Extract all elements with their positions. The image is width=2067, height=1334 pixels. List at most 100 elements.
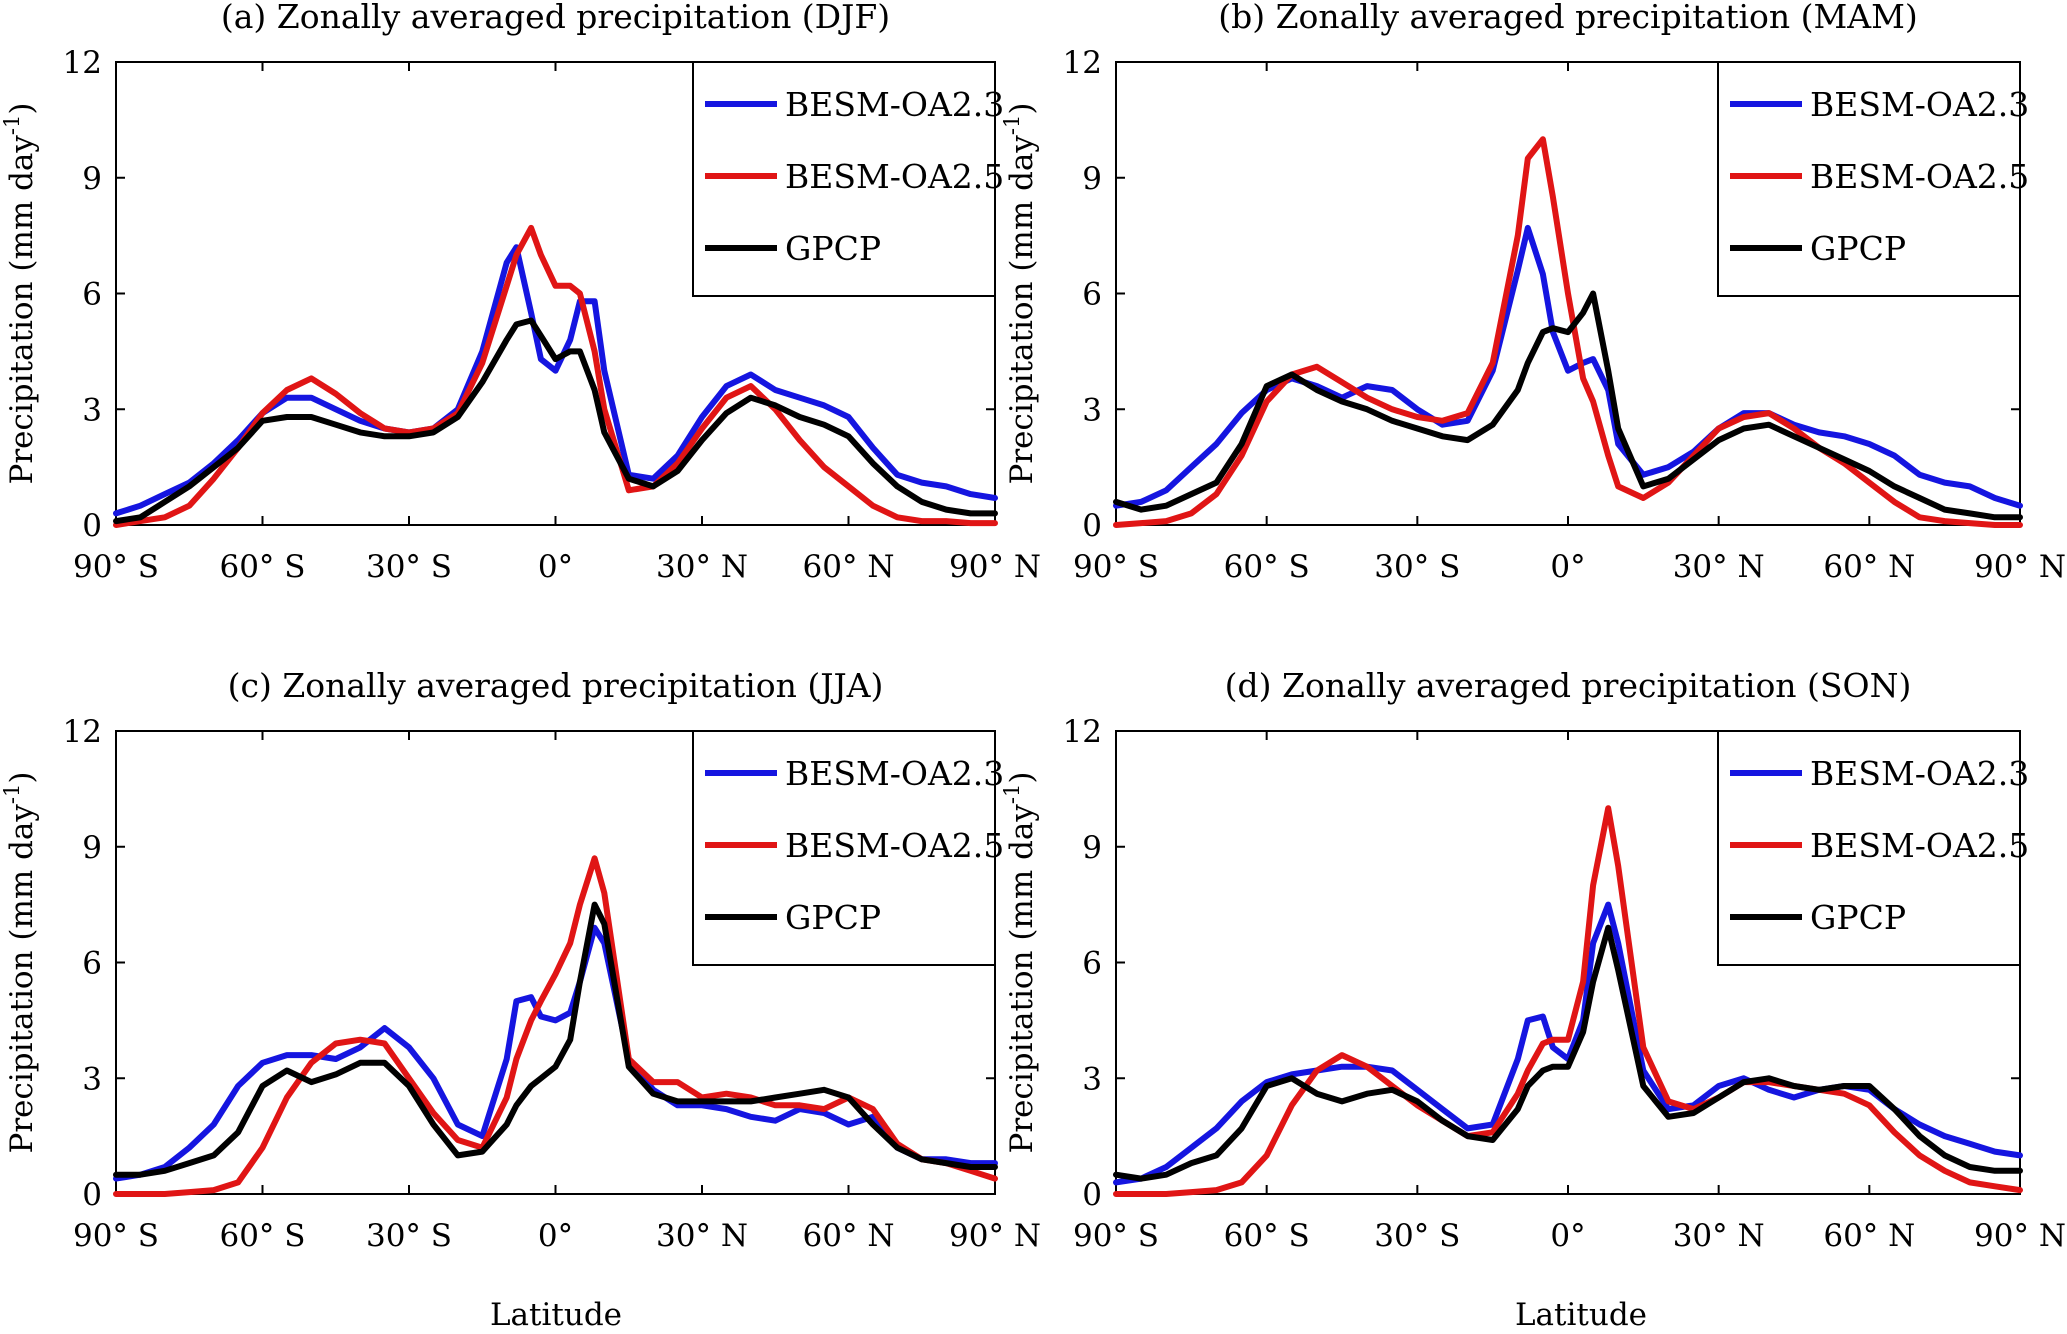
ylabel-text: Precipitation (mm day [1004, 135, 1040, 485]
panel-a-xtick-label: 90° S [73, 549, 159, 585]
panel-a-xtick-label: 60° N [803, 549, 895, 585]
panel-c-xtick-label: 30° N [656, 1218, 748, 1254]
panel-d-legend-label: GPCP [1810, 898, 1906, 937]
panel-a-series-gpcp [113, 317, 998, 525]
panel-a-legend-label: BESM-OA2.3 [785, 85, 1004, 124]
panel-b-xtick-label: 60° S [1224, 549, 1310, 585]
panel-a-ytick-label: 3 [82, 392, 102, 428]
panel-c-xtick-label: 60° S [219, 1218, 305, 1254]
panel-b-series-gpcp [1113, 290, 2023, 521]
panel-a-legend: BESM-OA2.3 BESM-OA2.5 GPCP [692, 61, 1004, 297]
panel-d-series-besm-oa2-5 [1113, 805, 2023, 1197]
panel-a: (a) Zonally averaged precipitation (DJF)… [0, 0, 1041, 585]
panel-a-series-besm-oa2-3 [113, 244, 998, 517]
panel-b-legend: BESM-OA2.3 BESM-OA2.5 GPCP [1717, 61, 2029, 297]
panel-b-xtick-label: 60° N [1823, 549, 1915, 585]
panel-b-series-besm-oa2-5 [1113, 136, 2023, 528]
panel-c-xtick-label: 90° N [949, 1218, 1041, 1254]
xlabel-right: Latitude [1515, 1297, 1647, 1333]
panel-c-xtick-label: 90° S [73, 1218, 159, 1254]
panel-c-legend-label: BESM-OA2.5 [785, 826, 1004, 865]
panel-a-xtick-label: 30° N [656, 549, 748, 585]
panel-a-xtick-label: 0° [538, 549, 573, 585]
panel-c-xtick-label: 60° N [803, 1218, 895, 1254]
panel-d-ytick-label: 9 [1082, 830, 1102, 866]
panel-d-xtick-label: 60° S [1224, 1218, 1310, 1254]
panel-a-legend-label: BESM-OA2.5 [785, 157, 1004, 196]
panel-d-xtick-label: 30° N [1673, 1218, 1765, 1254]
panel-c-ytick-label: 0 [82, 1177, 102, 1213]
panel-d-legend-label: BESM-OA2.5 [1810, 826, 2029, 865]
panel-c: (c) Zonally averaged precipitation (JJA)… [0, 666, 1041, 1254]
panel-c-title: (c) Zonally averaged precipitation (JJA) [228, 666, 884, 705]
ylabel-close: ) [4, 771, 40, 783]
panel-c-series-besm-oa2-3 [113, 924, 998, 1182]
panel-a-ytick-label: 9 [82, 161, 102, 197]
panel-b: (b) Zonally averaged precipitation (MAM)… [1000, 0, 2066, 585]
panel-d-legend: BESM-OA2.3 BESM-OA2.5 GPCP [1717, 730, 2029, 966]
panel-b-xtick-label: 30° S [1374, 549, 1460, 585]
panel-a-ytick-label: 6 [82, 277, 102, 313]
panel-b-ytick-label: 6 [1082, 277, 1102, 313]
panel-b-ylabel: Precipitation (mm day-1) [1000, 102, 1040, 484]
panel-c-ytick-label: 3 [82, 1061, 102, 1097]
ylabel-close: ) [1004, 771, 1040, 783]
panel-c-legend-label: GPCP [785, 898, 881, 937]
panel-d-xtick-label: 0° [1550, 1218, 1585, 1254]
ylabel-superscript: -1 [1000, 115, 1024, 135]
panel-d-ytick-label: 12 [1063, 714, 1102, 750]
panel-c-xtick-label: 0° [538, 1218, 573, 1254]
panel-a-xtick-label: 30° S [366, 549, 452, 585]
panel-d-title: (d) Zonally averaged precipitation (SON) [1225, 666, 1912, 705]
panel-d-xtick-label: 30° S [1374, 1218, 1460, 1254]
panel-a-xtick-label: 90° N [949, 549, 1041, 585]
panel-d-ytick-label: 6 [1082, 946, 1102, 982]
panel-a-legend-label: GPCP [785, 229, 881, 268]
panel-d-series-gpcp [1113, 924, 2023, 1182]
panel-b-ytick-label: 3 [1082, 392, 1102, 428]
xlabel-left: Latitude [490, 1297, 622, 1333]
panel-b-title: (b) Zonally averaged precipitation (MAM) [1218, 0, 1918, 36]
panel-b-xtick-label: 90° N [1974, 549, 2066, 585]
panel-a-series-besm-oa2-5 [113, 224, 998, 528]
panel-b-xtick-label: 90° S [1073, 549, 1159, 585]
panel-b-ytick-label: 0 [1082, 508, 1102, 544]
panel-b-ytick-label: 12 [1063, 45, 1102, 81]
panel-a-ytick-label: 12 [63, 45, 102, 81]
panel-c-ytick-label: 12 [63, 714, 102, 750]
ylabel-close: ) [4, 102, 40, 114]
panel-a-title: (a) Zonally averaged precipitation (DJF) [221, 0, 890, 36]
panel-d: (d) Zonally averaged precipitation (SON)… [1000, 666, 2066, 1254]
panel-c-ytick-label: 9 [82, 830, 102, 866]
panel-c-series-besm-oa2-5 [113, 855, 998, 1197]
panel-d-ytick-label: 3 [1082, 1061, 1102, 1097]
panel-c-ytick-label: 6 [82, 946, 102, 982]
panel-a-ylabel: Precipitation (mm day-1) [0, 102, 40, 484]
panel-c-xtick-label: 30° S [366, 1218, 452, 1254]
ylabel-text: Precipitation (mm day [4, 135, 40, 485]
ylabel-text: Precipitation (mm day [1004, 804, 1040, 1154]
panel-d-legend-label: BESM-OA2.3 [1810, 754, 2029, 793]
panel-a-ytick-label: 0 [82, 508, 102, 544]
ylabel-superscript: -1 [1000, 784, 1024, 804]
panel-d-xtick-label: 90° N [1974, 1218, 2066, 1254]
panel-b-ytick-label: 9 [1082, 161, 1102, 197]
panel-c-legend-label: BESM-OA2.3 [785, 754, 1004, 793]
ylabel-superscript: -1 [0, 784, 24, 804]
panel-c-ylabel: Precipitation (mm day-1) [0, 771, 40, 1153]
panel-b-legend-label: GPCP [1810, 229, 1906, 268]
panel-d-ylabel: Precipitation (mm day-1) [1000, 771, 1040, 1153]
panel-c-series-gpcp [113, 901, 998, 1178]
ylabel-close: ) [1004, 102, 1040, 114]
panel-b-xtick-label: 30° N [1673, 549, 1765, 585]
panel-a-xtick-label: 60° S [219, 549, 305, 585]
ylabel-superscript: -1 [0, 115, 24, 135]
ylabel-text: Precipitation (mm day [4, 804, 40, 1154]
panel-b-legend-label: BESM-OA2.3 [1810, 85, 2029, 124]
panel-d-ytick-label: 0 [1082, 1177, 1102, 1213]
panel-c-legend: BESM-OA2.3 BESM-OA2.5 GPCP [692, 730, 1004, 966]
panel-b-xtick-label: 0° [1550, 549, 1585, 585]
panel-b-legend-label: BESM-OA2.5 [1810, 157, 2029, 196]
panel-d-xtick-label: 90° S [1073, 1218, 1159, 1254]
